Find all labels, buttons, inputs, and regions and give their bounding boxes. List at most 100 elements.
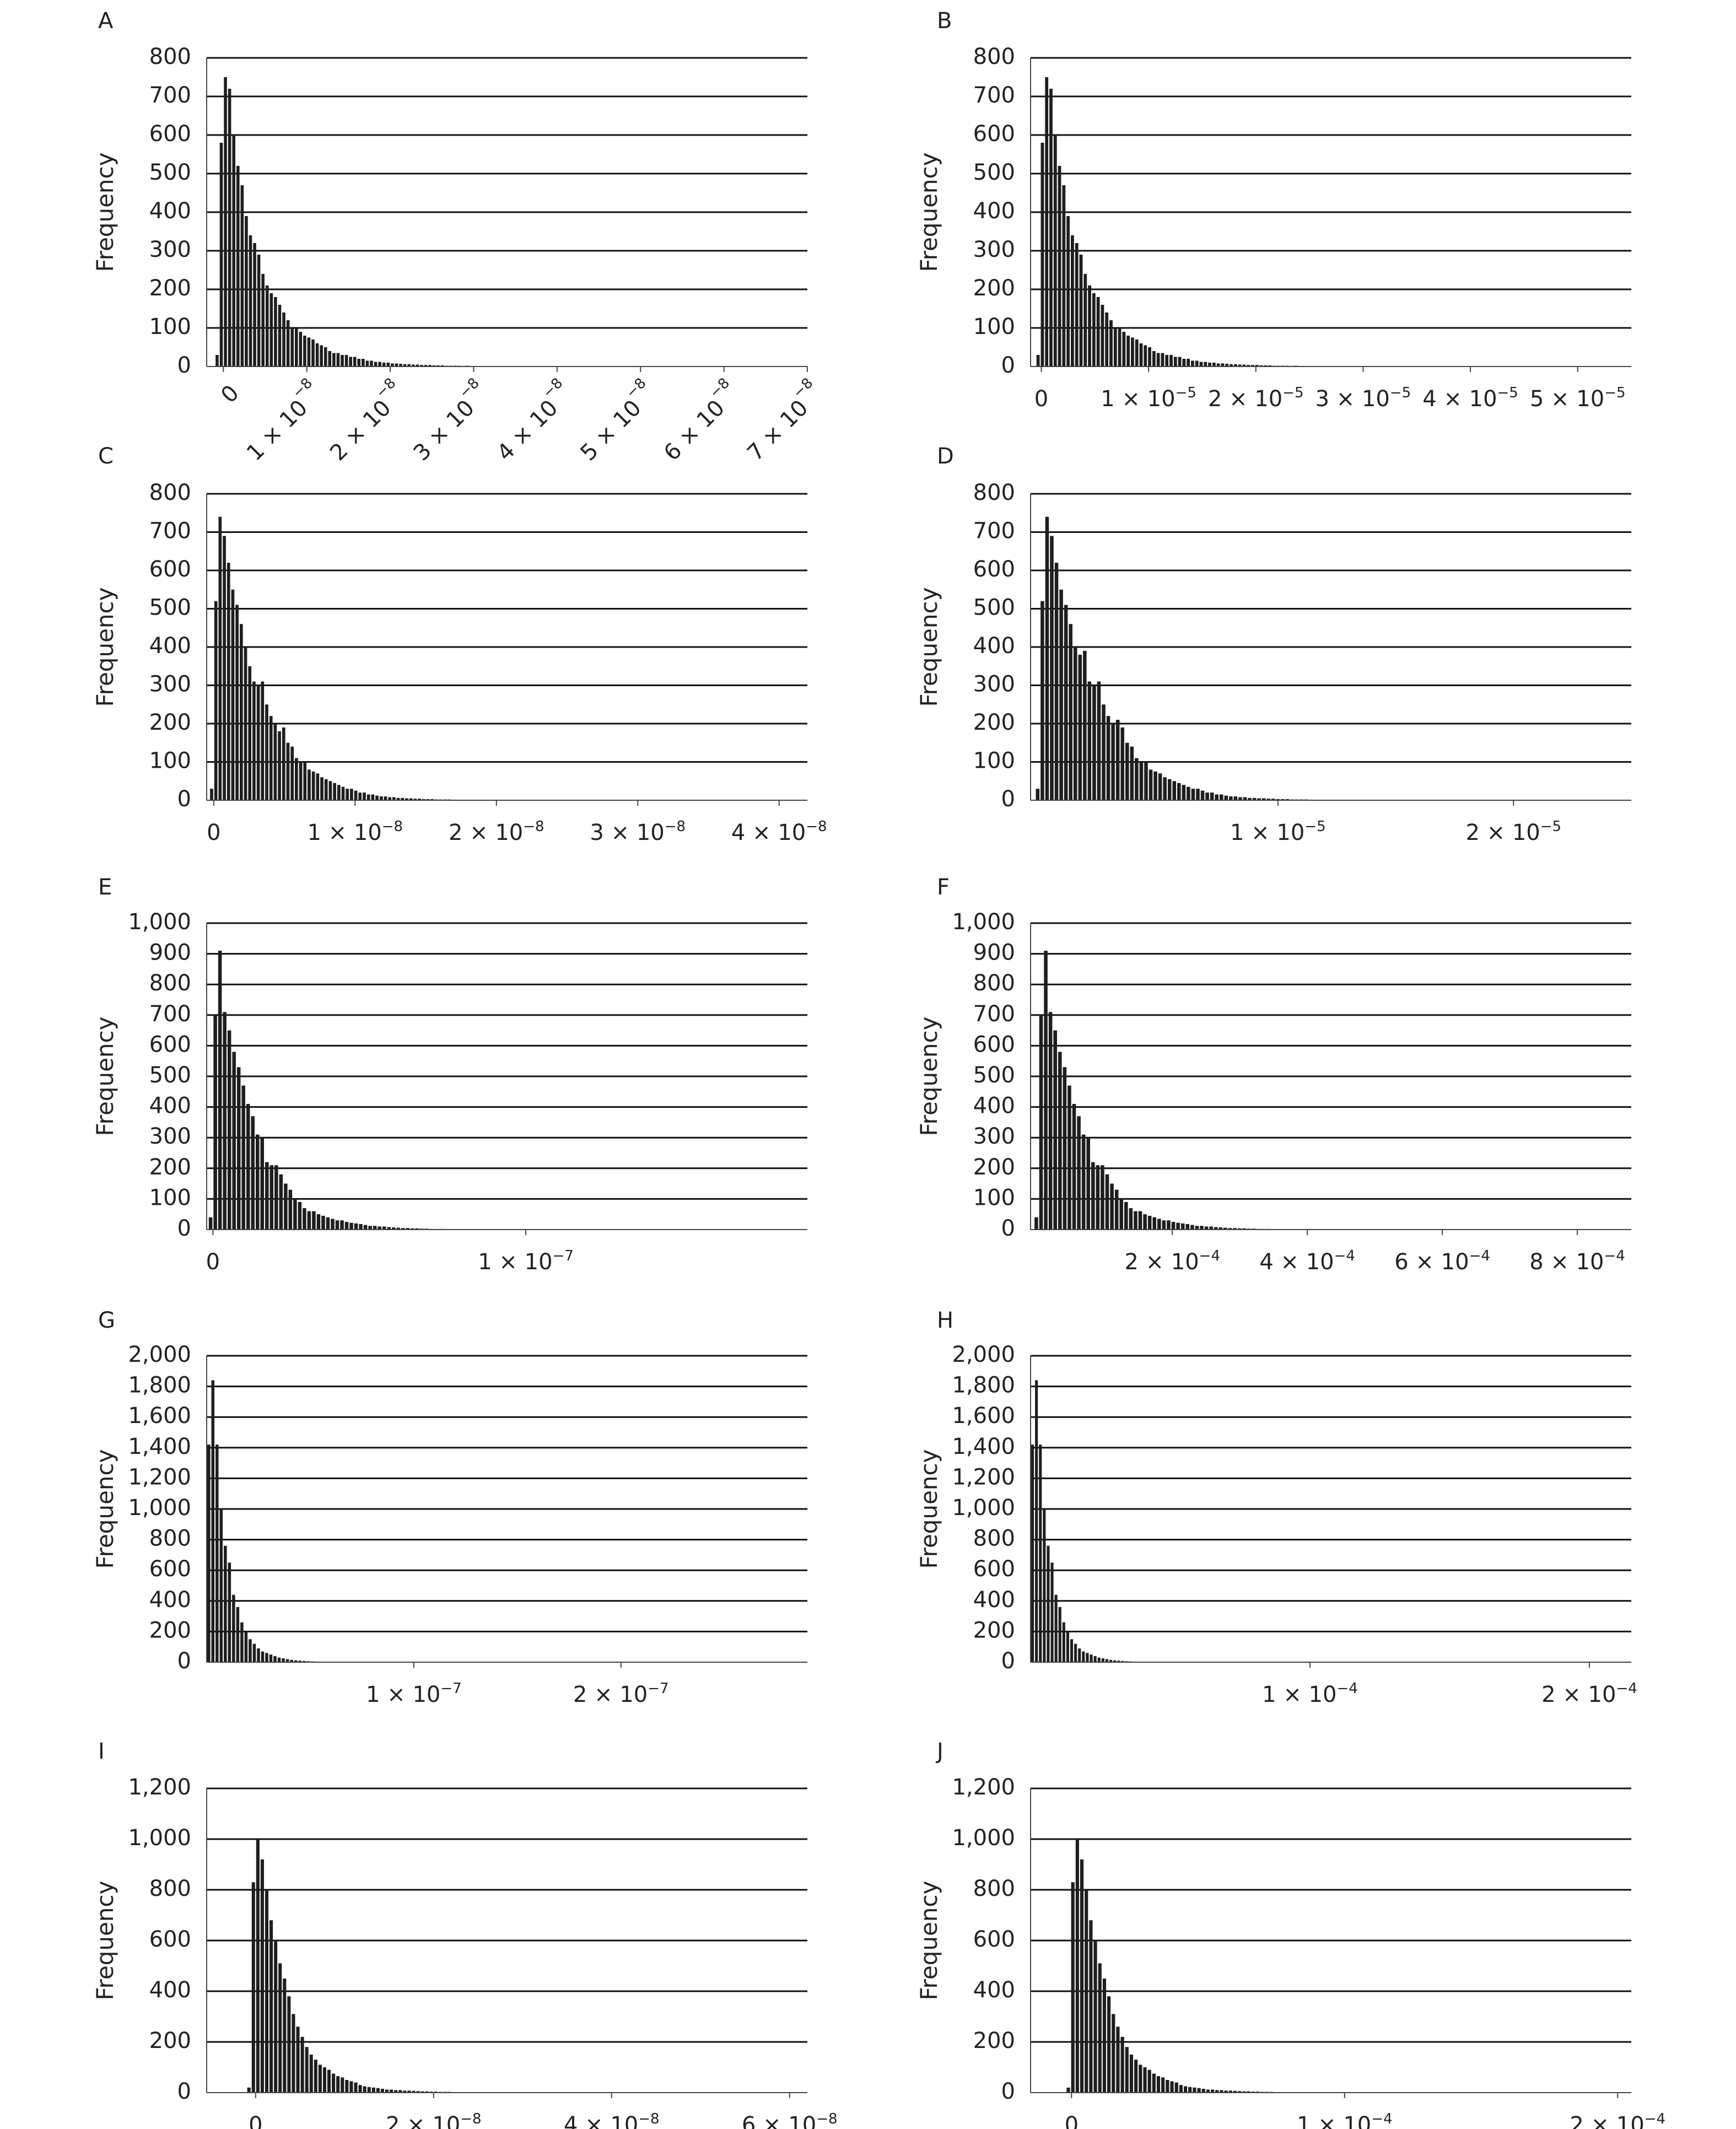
histogram-bar <box>1129 2055 1134 2093</box>
y-tick-label: 700 <box>149 519 191 544</box>
y-tick-label: 600 <box>149 1927 191 1952</box>
histogram-bar <box>269 1920 273 2093</box>
histogram-bar <box>363 793 366 800</box>
histogram-bar <box>1195 1226 1199 1230</box>
histogram-bar <box>288 1189 293 1230</box>
histogram-bar <box>1139 343 1143 366</box>
y-tick-label: 200 <box>149 2028 191 2053</box>
histogram-bar <box>245 216 248 366</box>
histogram-bar <box>316 773 320 800</box>
panel-label-j: J <box>935 1739 944 1764</box>
y-tick-label: 300 <box>149 237 191 262</box>
histogram-bar <box>1113 328 1117 366</box>
histogram-bar <box>1201 2089 1205 2093</box>
histogram-bar <box>269 716 273 800</box>
histogram-bar <box>279 1174 283 1230</box>
histogram-bar <box>346 789 349 800</box>
histogram-bar <box>420 2091 424 2093</box>
histogram-bar <box>328 351 332 366</box>
y-tick-label: 1,000 <box>952 1495 1015 1521</box>
y-tick-label: 600 <box>973 1927 1015 1952</box>
histogram-bar <box>1071 1882 1075 2093</box>
histogram-bar <box>370 360 373 366</box>
histogram-bar <box>1078 1648 1081 1662</box>
histogram-bar <box>367 2087 371 2093</box>
x-tick-label: 7 × 10−8 <box>737 375 828 466</box>
histogram-bar <box>1036 789 1040 800</box>
histogram-bar <box>403 364 407 366</box>
histogram-bar <box>1156 353 1160 366</box>
histogram-bar <box>244 1631 248 1662</box>
histogram-bar <box>1080 1859 1084 2093</box>
histogram-bar <box>1083 650 1087 800</box>
histogram-bar <box>374 362 378 366</box>
histogram-bar <box>231 589 235 800</box>
histogram-bar <box>1062 1622 1065 1662</box>
histogram-bar <box>336 2076 340 2093</box>
panel-label-h: H <box>937 1308 953 1333</box>
histogram-bar <box>1166 2080 1169 2093</box>
histogram-bar <box>1176 1222 1180 1230</box>
histogram-bar <box>1066 216 1070 366</box>
x-tick-label: 6 × 10−4 <box>1394 1248 1490 1275</box>
chart-panel-d: D 0 100 200 300 400 500 600 700 800 Frequency 1 × 1… <box>915 444 1631 845</box>
x-tick-label: 8 × 10−4 <box>1529 1248 1625 1275</box>
y-tick-label: 1,600 <box>128 1403 191 1429</box>
histogram-bar <box>1113 1660 1117 1662</box>
histogram-bar <box>312 1211 316 1230</box>
x-tick-label: 0 <box>216 380 244 408</box>
histogram-bar <box>223 1012 227 1230</box>
histogram-bar <box>302 1661 306 1662</box>
histogram-bar <box>236 166 240 366</box>
histogram-bar <box>1093 1941 1097 2093</box>
y-tick-label: 0 <box>177 786 191 812</box>
y-tick-label: 0 <box>1001 786 1015 812</box>
histogram-bar <box>391 363 394 366</box>
y-tick-label: 0 <box>1001 1216 1015 1241</box>
histogram-bar <box>1210 793 1214 800</box>
histogram-bar <box>1105 1659 1108 1662</box>
histogram-bar <box>1161 353 1164 366</box>
histogram-bar <box>292 2014 295 2093</box>
histogram-bar <box>384 796 387 800</box>
histogram-bar <box>1050 1562 1054 1662</box>
histogram-bar <box>1114 1189 1119 1230</box>
x-tick-label: 1 × 10−4 <box>1297 2111 1393 2129</box>
y-axis-title: Frequency <box>91 1881 118 2001</box>
x-tick-label: 4 × 10−8 <box>564 2111 660 2129</box>
y-tick-label: 500 <box>149 595 191 621</box>
histogram-bar <box>405 798 408 800</box>
histogram-bar <box>1111 724 1115 800</box>
x-tick-label: 2 × 10−4 <box>1124 1248 1220 1275</box>
y-tick-label: 1,600 <box>952 1403 1015 1429</box>
histogram-bar <box>1096 1165 1100 1230</box>
y-tick-label: 1,800 <box>128 1373 191 1398</box>
y-tick-label: 400 <box>149 1093 191 1119</box>
y-tick-label: 1,000 <box>128 1825 191 1851</box>
y-tick-label: 1,200 <box>952 1464 1015 1490</box>
y-tick-label: 400 <box>149 1977 191 2003</box>
y-tick-label: 600 <box>973 1556 1015 1582</box>
histogram-bar <box>332 2073 336 2093</box>
histogram-bar <box>1085 1890 1088 2093</box>
histogram-bar <box>236 1607 240 1662</box>
histogram-bar <box>1195 360 1199 366</box>
histogram-bar <box>341 2077 344 2093</box>
histogram-bar <box>1147 2069 1151 2093</box>
y-tick-label: 400 <box>973 198 1015 224</box>
panel-label-a: A <box>98 8 114 34</box>
y-tick-label: 1,000 <box>128 909 191 935</box>
histogram-bar <box>265 1653 268 1662</box>
y-tick-label: 2,000 <box>952 1342 1015 1367</box>
histogram-bar <box>1101 1165 1104 1230</box>
histogram-bar <box>1138 1211 1142 1230</box>
histogram-bar <box>1276 799 1280 800</box>
histogram-bar <box>1135 758 1139 800</box>
y-tick-label: 900 <box>149 940 191 966</box>
chart-panel-g: G 0 200 400 600 800 1,000 1,200 1,400 1,600 1,800 2… <box>91 1308 807 1707</box>
histogram-bar <box>1238 797 1242 800</box>
histogram-bar <box>1271 799 1275 800</box>
histogram-bar <box>1039 1445 1042 1662</box>
histogram-bar <box>298 1661 301 1662</box>
histogram-bar <box>376 2088 380 2093</box>
